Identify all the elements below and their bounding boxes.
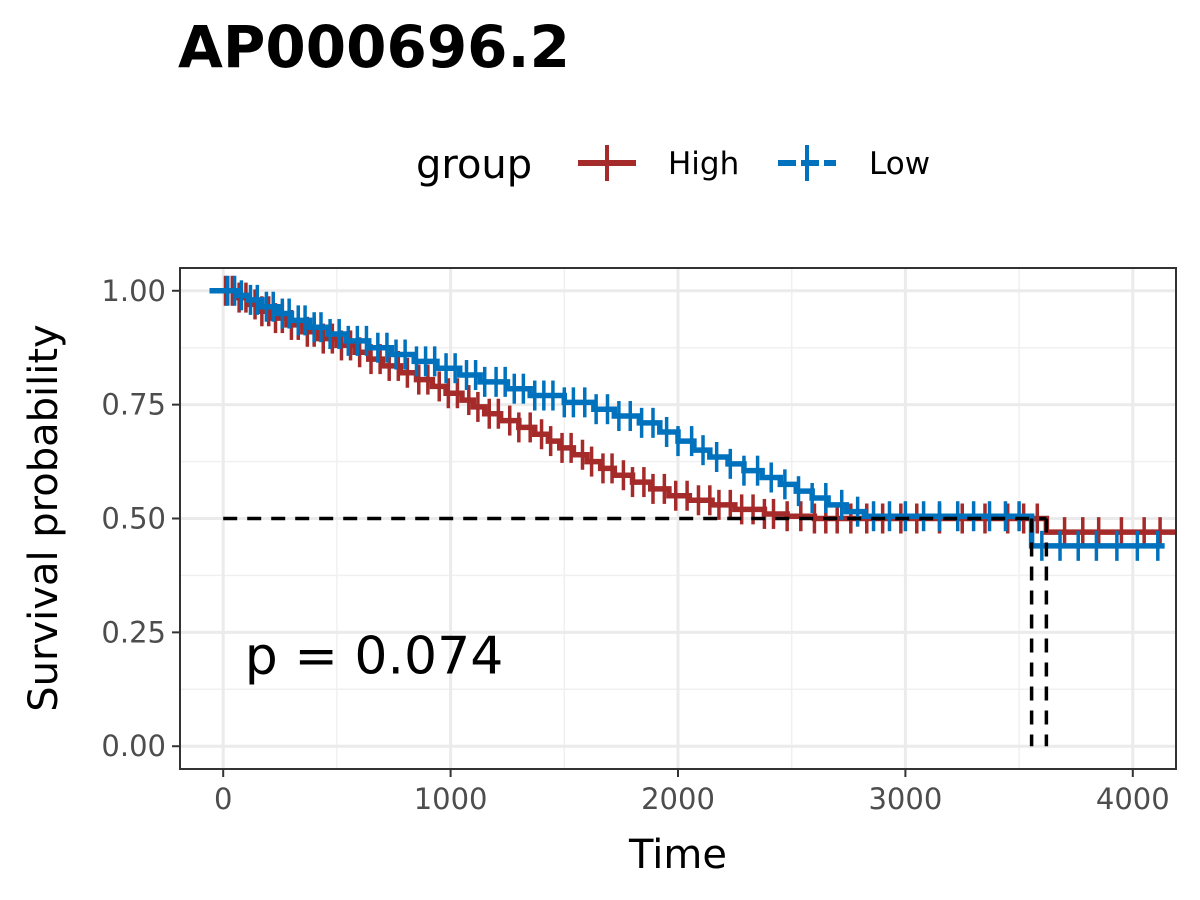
y-tick-label: 0.00 [101, 729, 166, 763]
legend-label-high: High [668, 146, 739, 182]
y-axis-title: Survival probability [21, 324, 67, 711]
y-tick-label: 1.00 [101, 274, 166, 308]
x-tick-label: 1000 [414, 782, 488, 816]
legend-label-low: Low [869, 146, 930, 182]
series-layer [209, 275, 1176, 561]
series-line-low [209, 288, 1165, 549]
y-tick-label: 0.25 [101, 615, 166, 649]
x-tick-label: 2000 [641, 782, 715, 816]
plot-panel: p = 0.074 [179, 267, 1177, 770]
x-tick-label: 0 [214, 782, 232, 816]
y-tick-label: 0.75 [101, 388, 166, 422]
x-tick-label: 4000 [1096, 782, 1170, 816]
y-tick-label: 0.50 [101, 502, 166, 536]
x-axis-title: Time [628, 832, 727, 878]
x-tick-label: 3000 [868, 782, 942, 816]
p-value-annotation: p = 0.074 [245, 626, 504, 686]
series-line-high [209, 288, 1176, 535]
legend-title: group [416, 142, 532, 188]
legend: group High Low [416, 142, 930, 188]
chart-title: AP000696.2 [178, 13, 570, 81]
